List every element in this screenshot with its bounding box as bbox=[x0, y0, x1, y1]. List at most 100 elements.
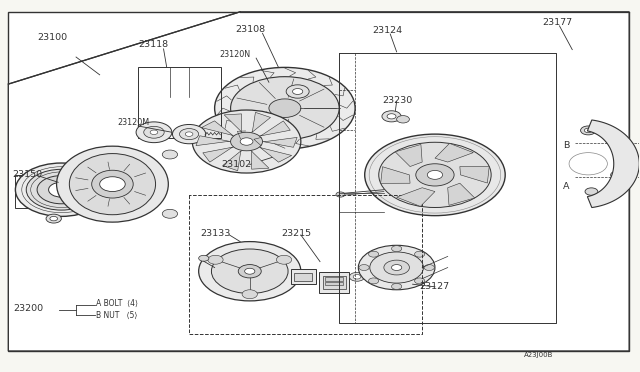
Circle shape bbox=[336, 192, 345, 197]
Circle shape bbox=[100, 177, 125, 192]
Polygon shape bbox=[224, 114, 242, 133]
Circle shape bbox=[214, 67, 355, 149]
Polygon shape bbox=[8, 12, 629, 351]
Circle shape bbox=[136, 122, 172, 142]
Polygon shape bbox=[460, 166, 489, 183]
Ellipse shape bbox=[69, 154, 156, 215]
Circle shape bbox=[208, 255, 223, 264]
Circle shape bbox=[230, 77, 339, 140]
Bar bbox=[319, 272, 349, 293]
Bar bbox=[294, 273, 312, 280]
Text: 23133: 23133 bbox=[200, 229, 231, 238]
Text: 23200: 23200 bbox=[13, 304, 44, 313]
Polygon shape bbox=[259, 147, 292, 162]
Text: 23118: 23118 bbox=[138, 40, 168, 49]
Polygon shape bbox=[397, 188, 435, 206]
Circle shape bbox=[392, 246, 402, 251]
Circle shape bbox=[192, 110, 301, 173]
Circle shape bbox=[242, 290, 257, 299]
Circle shape bbox=[353, 275, 361, 279]
Circle shape bbox=[211, 249, 288, 294]
Circle shape bbox=[370, 252, 424, 283]
Circle shape bbox=[415, 278, 425, 284]
Polygon shape bbox=[262, 137, 297, 147]
Circle shape bbox=[15, 163, 108, 217]
Polygon shape bbox=[196, 136, 230, 146]
Circle shape bbox=[179, 129, 198, 140]
Text: 23102: 23102 bbox=[221, 160, 251, 169]
Polygon shape bbox=[259, 121, 291, 136]
Circle shape bbox=[585, 188, 598, 195]
Text: A BOLT  ⟨4⟩: A BOLT ⟨4⟩ bbox=[97, 299, 138, 308]
Bar bbox=[323, 276, 346, 289]
Text: 23127: 23127 bbox=[419, 282, 449, 291]
Circle shape bbox=[569, 153, 607, 175]
Text: 23230: 23230 bbox=[383, 96, 413, 105]
Circle shape bbox=[244, 268, 255, 274]
Text: 23120N: 23120N bbox=[219, 50, 250, 59]
Text: 23108: 23108 bbox=[236, 25, 266, 34]
Circle shape bbox=[49, 182, 74, 197]
Text: A: A bbox=[563, 182, 569, 191]
Circle shape bbox=[37, 176, 86, 204]
Polygon shape bbox=[396, 144, 422, 167]
Circle shape bbox=[392, 264, 402, 270]
Circle shape bbox=[26, 169, 97, 210]
Circle shape bbox=[611, 140, 623, 147]
Circle shape bbox=[611, 171, 623, 179]
Polygon shape bbox=[252, 112, 271, 133]
Bar bbox=[325, 282, 343, 285]
Circle shape bbox=[286, 85, 309, 98]
Text: A23J00B: A23J00B bbox=[524, 352, 554, 357]
Polygon shape bbox=[448, 183, 475, 205]
Text: B NUT   ⟨5⟩: B NUT ⟨5⟩ bbox=[97, 311, 138, 320]
Circle shape bbox=[584, 128, 592, 133]
Circle shape bbox=[349, 272, 365, 281]
Bar bbox=[291, 269, 316, 284]
Circle shape bbox=[240, 138, 253, 145]
Circle shape bbox=[397, 116, 410, 123]
Text: 23150: 23150 bbox=[12, 170, 42, 179]
Circle shape bbox=[230, 132, 262, 151]
Polygon shape bbox=[202, 121, 234, 136]
Circle shape bbox=[392, 283, 402, 289]
Circle shape bbox=[50, 217, 58, 221]
Polygon shape bbox=[435, 143, 474, 162]
Bar bbox=[15, 175, 63, 208]
Circle shape bbox=[416, 164, 454, 186]
Polygon shape bbox=[252, 150, 269, 169]
Circle shape bbox=[150, 130, 158, 135]
Text: 23215: 23215 bbox=[282, 229, 312, 238]
Text: 23100: 23100 bbox=[38, 33, 68, 42]
Circle shape bbox=[144, 126, 164, 138]
Bar bbox=[138, 67, 221, 138]
Circle shape bbox=[238, 264, 261, 278]
Circle shape bbox=[163, 209, 177, 218]
Circle shape bbox=[173, 125, 205, 144]
Text: B: B bbox=[563, 141, 569, 151]
Circle shape bbox=[382, 111, 401, 122]
Circle shape bbox=[369, 251, 379, 257]
Circle shape bbox=[387, 114, 396, 119]
Circle shape bbox=[276, 255, 292, 264]
Circle shape bbox=[369, 278, 379, 284]
Polygon shape bbox=[381, 167, 410, 183]
Text: 23120M: 23120M bbox=[118, 118, 150, 127]
Circle shape bbox=[358, 245, 435, 290]
Circle shape bbox=[379, 142, 491, 208]
Circle shape bbox=[384, 260, 410, 275]
Circle shape bbox=[428, 170, 443, 179]
Polygon shape bbox=[223, 150, 242, 171]
Circle shape bbox=[424, 264, 435, 270]
Circle shape bbox=[269, 99, 301, 118]
Text: 23177: 23177 bbox=[542, 19, 572, 28]
Polygon shape bbox=[203, 147, 234, 162]
Ellipse shape bbox=[56, 146, 168, 222]
Circle shape bbox=[46, 214, 61, 223]
Circle shape bbox=[185, 132, 193, 137]
Circle shape bbox=[292, 89, 303, 94]
Circle shape bbox=[415, 251, 425, 257]
Circle shape bbox=[198, 255, 209, 261]
Circle shape bbox=[365, 134, 505, 216]
Circle shape bbox=[198, 241, 301, 301]
